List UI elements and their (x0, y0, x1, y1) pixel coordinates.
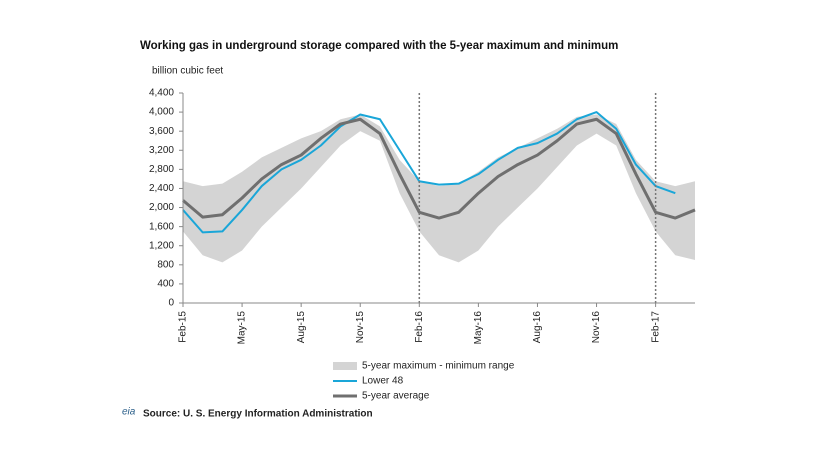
y-tick-label: 1,600 (149, 221, 174, 232)
y-tick-label: 2,000 (149, 202, 174, 213)
legend-label: Lower 48 (362, 376, 404, 387)
y-tick-label: 1,200 (149, 240, 174, 251)
source: Source: U. S. Energy Information Adminis… (143, 409, 373, 420)
x-tick-label: Nov-15 (355, 311, 366, 344)
x-tick-label: Nov-16 (591, 311, 602, 344)
x-tick-label: Aug-16 (532, 311, 543, 344)
y-axis-title: billion cubic feet (152, 66, 223, 77)
y-tick-label: 2,800 (149, 164, 174, 175)
x-tick-label: May-15 (237, 311, 248, 345)
y-tick-label: 4,000 (149, 107, 174, 118)
x-tick-label: Feb-15 (178, 311, 189, 343)
legend-label: 5-year average (362, 391, 430, 402)
logo: eia (122, 407, 136, 418)
y-tick-label: 800 (157, 259, 174, 270)
y-tick-label: 3,600 (149, 126, 174, 137)
series-line (182, 117, 696, 220)
y-tick-label: 4,400 (149, 88, 174, 99)
y-tick-label: 3,200 (149, 145, 174, 156)
x-tick-label: May-16 (473, 311, 484, 345)
x-tick-label: Aug-15 (296, 311, 307, 344)
y-tick-label: 400 (157, 279, 174, 290)
chart-title: Working gas in underground storage compa… (140, 40, 618, 52)
x-tick-label: Feb-16 (414, 311, 425, 343)
y-tick-label: 2,400 (149, 183, 174, 194)
x-tick-label: Feb-17 (650, 311, 661, 343)
legend-label: 5-year maximum - minimum range (362, 361, 515, 372)
y-tick-label: 0 (168, 298, 174, 309)
series-line (182, 111, 676, 234)
legend-swatch (333, 362, 357, 370)
